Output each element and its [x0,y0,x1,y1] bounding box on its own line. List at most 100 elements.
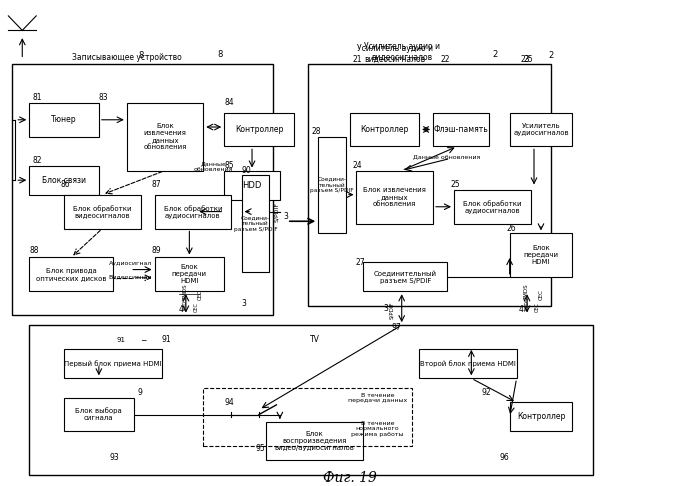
FancyBboxPatch shape [510,402,572,432]
FancyBboxPatch shape [64,398,134,432]
FancyBboxPatch shape [224,171,280,200]
Text: ─: ─ [140,335,145,344]
FancyBboxPatch shape [510,113,572,146]
Text: Данные обновления: Данные обновления [413,155,481,159]
Text: Данные
обновления: Данные обновления [194,161,233,172]
FancyBboxPatch shape [510,233,572,277]
Text: Второй блок приема HDMI: Второй блок приема HDMI [420,361,516,367]
FancyBboxPatch shape [433,113,489,146]
FancyBboxPatch shape [318,137,346,233]
FancyBboxPatch shape [242,175,269,272]
Text: Усилитель
аудиосигналов: Усилитель аудиосигналов [513,123,569,136]
Text: 81: 81 [33,93,42,103]
Text: В течение
передачи данных: В течение передачи данных [347,393,407,403]
Text: 25: 25 [524,55,533,64]
FancyBboxPatch shape [64,195,140,228]
Text: Записывающее устройство: Записывающее устройство [72,53,182,62]
Text: TV: TV [310,335,319,345]
Text: Первый блок приема HDMI: Первый блок приема HDMI [64,361,161,367]
Text: CEC: CEC [535,302,540,312]
Text: Контроллер: Контроллер [517,413,565,421]
Text: 84: 84 [224,98,233,107]
Text: 87: 87 [151,180,161,190]
FancyBboxPatch shape [363,262,447,291]
Text: В течение
нормального
режима работы: В течение нормального режима работы [351,421,403,437]
Text: 95: 95 [256,444,265,453]
Text: 89: 89 [151,245,161,255]
Text: 88: 88 [29,245,38,255]
FancyBboxPatch shape [350,113,419,146]
Text: 27: 27 [355,258,365,267]
Text: Блок привода
оптических дисков: Блок привода оптических дисков [36,268,106,281]
Text: S/PDIF: S/PDIF [389,301,394,319]
Text: Аудиосигнал: Аудиосигнал [108,261,152,266]
Text: 83: 83 [99,93,108,103]
Text: Блок
воспроизведения
видео/аудиосигналов: Блок воспроизведения видео/аудиосигналов [275,431,354,451]
FancyBboxPatch shape [266,422,363,460]
Text: HDD: HDD [243,180,261,190]
Text: 90: 90 [242,166,252,175]
Text: 25: 25 [450,180,460,190]
FancyBboxPatch shape [64,349,161,378]
Text: Блок выбора
сигнала: Блок выбора сигнала [75,408,122,421]
Text: 22: 22 [440,55,449,64]
Text: Блок связи: Блок связи [42,175,86,185]
Text: TMDS: TMDS [183,297,189,312]
Text: 23: 23 [520,55,530,64]
Text: 96: 96 [499,453,509,463]
Text: 24: 24 [353,161,363,170]
Text: Тюнер: Тюнер [51,115,77,124]
Text: 92: 92 [482,388,491,397]
Text: Фиг. 19: Фиг. 19 [322,470,377,485]
FancyBboxPatch shape [29,103,99,137]
Text: 85: 85 [224,161,233,170]
Text: Блок
передачи
HDMI: Блок передачи HDMI [172,264,207,284]
FancyBboxPatch shape [224,113,294,146]
Text: 97: 97 [391,323,401,332]
Text: TMDS: TMDS [183,284,189,299]
FancyBboxPatch shape [419,349,517,378]
Text: Соедини-
тельный
разъем S/PDIF: Соедини- тельный разъем S/PDIF [233,215,278,232]
Text: Блок извлечения
данных
обновления: Блок извлечения данных обновления [363,187,426,207]
FancyBboxPatch shape [29,258,113,291]
Text: CEC: CEC [194,302,199,312]
Text: CEC: CEC [197,289,202,299]
Text: 91: 91 [116,337,125,343]
FancyBboxPatch shape [454,190,531,224]
Text: 3: 3 [283,212,288,221]
Text: Видеосигнал: Видеосигнал [108,274,152,279]
Text: Флэш-память: Флэш-память [433,125,489,134]
FancyBboxPatch shape [356,171,433,224]
Text: S/PDIF: S/PDIF [274,202,279,222]
Text: 3: 3 [242,299,247,308]
Text: TMDS: TMDS [524,297,530,312]
Text: Контроллер: Контроллер [235,125,283,134]
Text: Усилитель аудио и
видеосигналов: Усилитель аудио и видеосигналов [356,44,433,64]
Text: Контроллер: Контроллер [360,125,408,134]
Text: Блок обработки
видеосигналов: Блок обработки видеосигналов [73,205,131,219]
Text: 4: 4 [178,305,183,313]
FancyBboxPatch shape [154,195,231,228]
FancyBboxPatch shape [154,258,224,291]
Text: 28: 28 [311,127,321,136]
Text: 94: 94 [224,398,234,407]
Text: 8: 8 [138,52,143,60]
Text: Блок обработки
аудиосигналов: Блок обработки аудиосигналов [463,200,521,214]
Text: Блок
передачи
HDMI: Блок передачи HDMI [524,245,559,265]
Text: 21: 21 [353,55,363,64]
FancyBboxPatch shape [29,166,99,195]
Text: Усилитель аудио и
видеосигналов: Усилитель аудио и видеосигналов [363,42,440,62]
Text: 93: 93 [109,453,119,463]
Text: Блок обработки
аудиосигналов: Блок обработки аудиосигналов [164,205,222,219]
Text: TMDS: TMDS [524,284,530,299]
Text: 82: 82 [33,156,42,165]
FancyBboxPatch shape [127,103,203,171]
Text: CEC: CEC [538,289,543,299]
Text: 26: 26 [506,224,516,233]
Text: 8: 8 [217,51,222,59]
Text: 3: 3 [383,304,388,312]
Text: Соединительный
разъем S/PDIF: Соединительный разъем S/PDIF [374,270,437,283]
Text: 2: 2 [549,52,554,60]
Text: 91: 91 [161,335,171,344]
Text: 2: 2 [492,51,498,59]
